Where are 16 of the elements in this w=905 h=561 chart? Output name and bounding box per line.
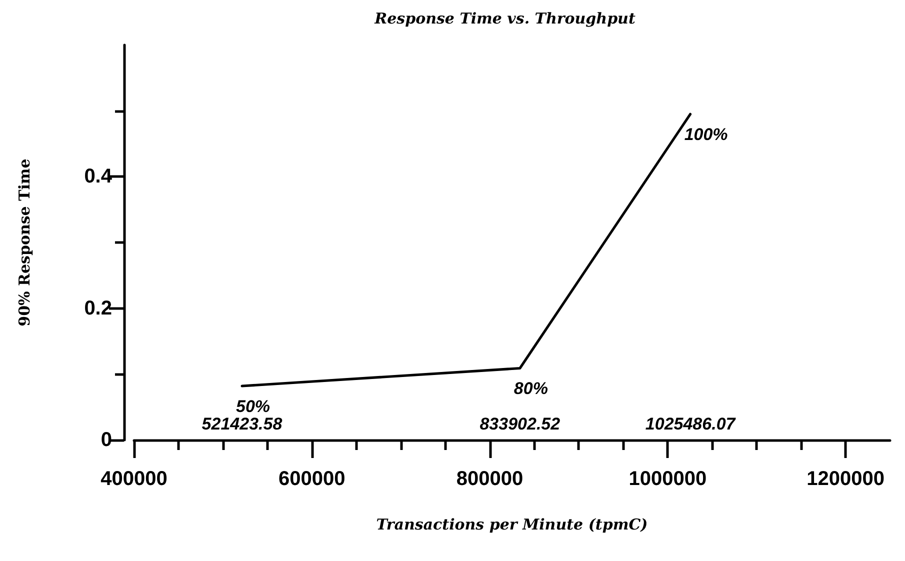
x-tick-label: 800000 [456,468,524,490]
annotation: 100% [684,125,728,144]
annotation: 50% [236,397,270,416]
x-tick-label: 1200000 [806,468,884,490]
x-tick-label: 600000 [278,468,346,490]
x-tick-label: 400000 [100,468,168,490]
x-tick-label: 1000000 [628,468,707,490]
y-tick-label: 0.2 [84,297,112,320]
x-axis-title: Transactions per Minute (tpmC) [376,516,648,534]
y-axis-title: 90% Response Time [16,158,34,326]
chart-title: Response Time vs. Throughput [374,10,636,28]
annotation: 521423.58 [202,414,283,434]
annotation: 1025486.07 [645,414,737,434]
y-tick-label: 0.4 [84,166,113,188]
annotation: 833902.52 [480,414,561,434]
annotation: 80% [514,379,548,398]
